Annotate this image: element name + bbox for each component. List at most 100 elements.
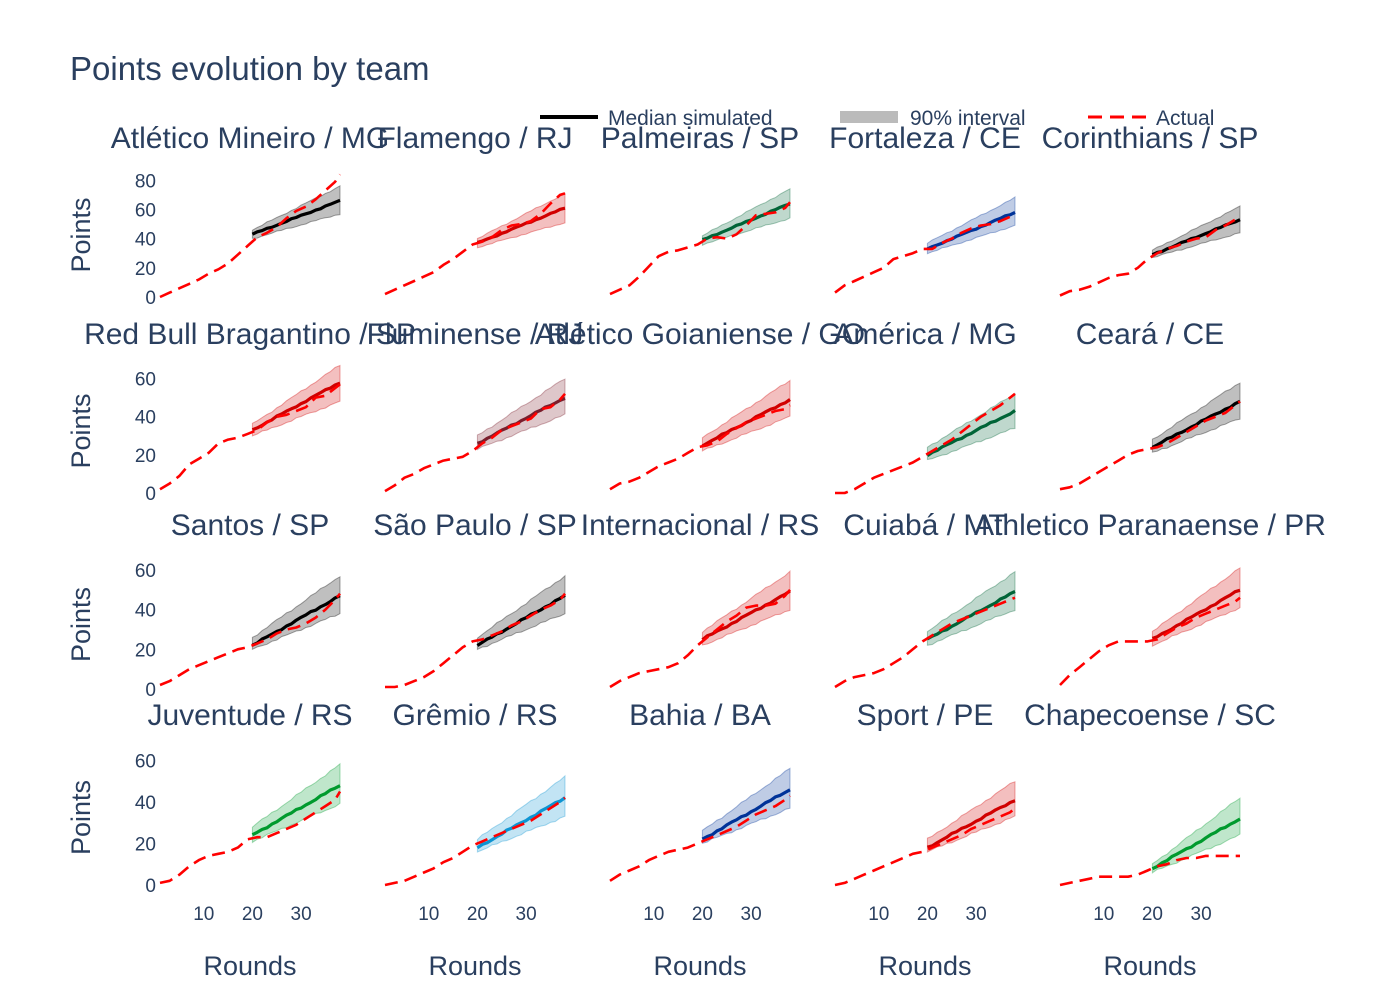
y-axis-label: Points bbox=[66, 587, 96, 662]
panel: São Paulo / SP bbox=[373, 509, 577, 689]
x-tick-label: 30 bbox=[291, 904, 312, 925]
panel: Ceará / CE bbox=[1059, 318, 1241, 491]
panel: América / MG bbox=[833, 318, 1017, 495]
interval-band bbox=[476, 378, 566, 451]
x-axis-label: Rounds bbox=[428, 951, 521, 981]
legend: Median simulated 90% interval Actual bbox=[540, 107, 1214, 130]
panel: Atlético Mineiro / MG 0 20 40 60 80 Points bbox=[66, 122, 389, 309]
panel: Juventude / RS 0 20 40 60 Points 10 20 30 Rounds bbox=[66, 699, 353, 981]
x-tick-label: 10 bbox=[868, 904, 889, 925]
x-tick-label: 10 bbox=[643, 904, 664, 925]
panel-title: Flamengo / RJ bbox=[377, 122, 572, 155]
y-tick-label: 0 bbox=[145, 484, 156, 505]
panel: Atlético Goianiense / GO bbox=[535, 318, 865, 491]
x-tick-label: 30 bbox=[966, 904, 987, 925]
panel: Red Bull Bragantino / SP 0 20 40 60 Points bbox=[66, 318, 416, 505]
actual-line bbox=[159, 592, 342, 687]
y-tick-label: 40 bbox=[135, 793, 156, 814]
actual-line bbox=[384, 796, 566, 887]
median-line bbox=[476, 593, 566, 647]
actual-line bbox=[159, 790, 342, 885]
panel-title: Corinthians / SP bbox=[1042, 122, 1259, 155]
panel: Athletico Paranaense / PR bbox=[974, 509, 1326, 686]
y-tick-label: 0 bbox=[145, 876, 156, 897]
median-line bbox=[476, 796, 566, 850]
panel-title: Atlético Mineiro / MG bbox=[111, 122, 389, 155]
panel: Fluminense / RJ bbox=[367, 318, 584, 493]
panel-title: América / MG bbox=[833, 318, 1016, 351]
panels: Atlético Mineiro / MG 0 20 40 60 80 Points Flam… bbox=[66, 122, 1326, 981]
interval-band bbox=[251, 364, 341, 437]
x-axis-label: Rounds bbox=[1103, 951, 1196, 981]
x-tick-label: 20 bbox=[467, 904, 488, 925]
interval-band bbox=[251, 762, 341, 844]
y-tick-label: 0 bbox=[145, 288, 156, 309]
x-tick-label: 10 bbox=[193, 904, 214, 925]
panel-title: Red Bull Bragantino / SP bbox=[84, 318, 416, 351]
x-tick-label: 20 bbox=[242, 904, 263, 925]
actual-line bbox=[609, 404, 791, 491]
x-tick-label: 20 bbox=[692, 904, 713, 925]
panel-title: Ceará / CE bbox=[1076, 318, 1224, 351]
actual-line bbox=[1059, 400, 1241, 491]
y-tick-label: 40 bbox=[135, 408, 156, 429]
x-tick-label: 20 bbox=[1142, 904, 1163, 925]
actual-line bbox=[1059, 854, 1240, 887]
panel-title: Fluminense / RJ bbox=[367, 318, 584, 351]
x-axis-label: Rounds bbox=[878, 951, 971, 981]
x-tick-label: 30 bbox=[1191, 904, 1212, 925]
y-axis-label: Points bbox=[66, 780, 96, 855]
median-line bbox=[251, 594, 341, 647]
y-axis-label: Points bbox=[66, 197, 96, 272]
y-tick-label: 80 bbox=[135, 171, 156, 192]
legend-median-label: Median simulated bbox=[608, 107, 773, 130]
panel-title: Cuiabá / MT bbox=[843, 509, 1006, 542]
median-line bbox=[701, 788, 791, 841]
panel-title: Sport / PE bbox=[857, 699, 994, 732]
actual-line bbox=[159, 383, 341, 491]
panel-title: Bahia / BA bbox=[629, 699, 771, 732]
panel-title: Internacional / RS bbox=[581, 509, 819, 542]
interval-band bbox=[476, 574, 566, 651]
actual-line bbox=[609, 588, 792, 689]
actual-line bbox=[1059, 596, 1241, 686]
actual-line bbox=[1059, 218, 1240, 297]
actual-line bbox=[159, 173, 342, 299]
median-line bbox=[251, 198, 341, 236]
median-line bbox=[701, 202, 791, 242]
median-line bbox=[251, 784, 341, 837]
panel-title: São Paulo / SP bbox=[373, 509, 576, 542]
y-tick-label: 60 bbox=[135, 200, 156, 221]
interval-band bbox=[1151, 382, 1241, 453]
interval-band bbox=[476, 192, 566, 249]
interval-band bbox=[701, 767, 791, 844]
actual-line bbox=[609, 201, 791, 296]
median-line bbox=[701, 589, 791, 641]
y-tick-label: 20 bbox=[135, 640, 156, 661]
actual-line bbox=[834, 596, 1016, 689]
chart-title: Points evolution by team bbox=[70, 50, 430, 87]
panel: Corinthians / SP bbox=[1042, 122, 1259, 297]
y-tick-label: 60 bbox=[135, 751, 156, 772]
y-tick-label: 20 bbox=[135, 446, 156, 467]
panel-title: Fortaleza / CE bbox=[829, 122, 1021, 155]
y-tick-label: 60 bbox=[135, 561, 156, 582]
panel: Flamengo / RJ bbox=[377, 122, 573, 296]
median-line bbox=[1151, 817, 1241, 871]
y-tick-label: 0 bbox=[145, 680, 156, 701]
y-axis-label: Points bbox=[66, 393, 96, 468]
y-tick-label: 20 bbox=[135, 259, 156, 280]
panel: Grêmio / RS 10 20 30 Rounds bbox=[384, 699, 566, 981]
interval-band bbox=[926, 570, 1016, 646]
panel-title: Chapecoense / SC bbox=[1024, 699, 1276, 732]
y-tick-label: 40 bbox=[135, 230, 156, 251]
panel: Bahia / BA 10 20 30 Rounds bbox=[609, 699, 791, 981]
median-line bbox=[926, 409, 1016, 458]
median-line bbox=[926, 210, 1016, 251]
panel-title: Athletico Paranaense / PR bbox=[974, 509, 1326, 542]
actual-line bbox=[385, 592, 567, 689]
panel: Internacional / RS bbox=[581, 509, 819, 689]
x-axis-label: Rounds bbox=[203, 951, 296, 981]
panel-title: Grêmio / RS bbox=[392, 699, 557, 732]
x-tick-label: 20 bbox=[917, 904, 938, 925]
